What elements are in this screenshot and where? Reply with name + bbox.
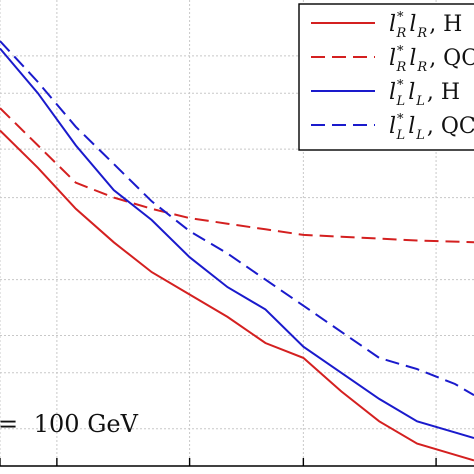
- series-line-3: [0, 40, 474, 397]
- plot-frame: [0, 458, 474, 467]
- annotation-prefix: =: [0, 410, 18, 438]
- series-line-1: [0, 107, 474, 244]
- annotation-value: 100 GeV: [34, 410, 139, 438]
- legend-box: [298, 3, 474, 151]
- annotation: = 100 GeV: [0, 410, 139, 438]
- series-line-0: [0, 129, 474, 462]
- series-line-2: [0, 47, 474, 439]
- series-lines: [0, 40, 474, 462]
